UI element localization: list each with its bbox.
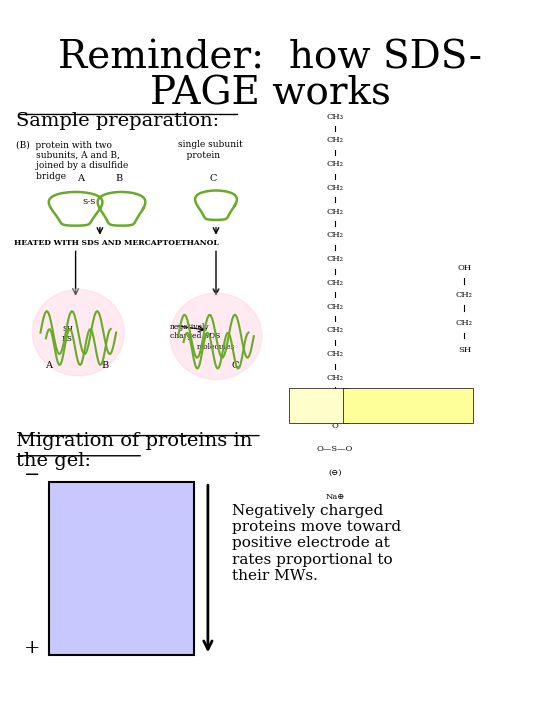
Text: Sample preparation:: Sample preparation: — [16, 112, 219, 130]
Text: HS: HS — [62, 335, 73, 343]
Text: CH₂: CH₂ — [456, 291, 473, 300]
Text: O: O — [332, 421, 338, 430]
Text: CH₂: CH₂ — [326, 302, 343, 311]
Text: single subunit
   protein: single subunit protein — [178, 140, 243, 160]
Text: the gel:: the gel: — [16, 452, 91, 470]
Text: CH₂: CH₂ — [326, 160, 343, 168]
Text: B: B — [115, 174, 123, 183]
Text: CH₂: CH₂ — [326, 255, 343, 264]
Text: PAGE works: PAGE works — [150, 76, 390, 112]
Text: CH₂: CH₂ — [326, 231, 343, 240]
FancyBboxPatch shape — [289, 388, 348, 423]
Text: Na⊕: Na⊕ — [325, 492, 345, 501]
Text: CH₂: CH₂ — [326, 350, 343, 359]
FancyBboxPatch shape — [343, 388, 472, 423]
Text: negatively
charged SDS: negatively charged SDS — [170, 323, 220, 340]
Text: C: C — [231, 361, 239, 370]
Text: CH₂: CH₂ — [326, 207, 343, 216]
Text: SH: SH — [62, 325, 73, 333]
Text: CH₂: CH₂ — [326, 374, 343, 382]
Text: A: A — [45, 361, 52, 370]
Text: −: − — [24, 467, 40, 484]
Text: +: + — [24, 639, 40, 657]
Ellipse shape — [32, 289, 124, 376]
Text: CH₂: CH₂ — [456, 318, 473, 327]
Text: CH₂: CH₂ — [326, 326, 343, 335]
Text: C: C — [210, 174, 217, 183]
Text: S-S: S-S — [83, 198, 96, 206]
Text: CH₃: CH₃ — [326, 112, 343, 121]
Ellipse shape — [170, 293, 262, 379]
Text: molecules: molecules — [197, 343, 235, 351]
Text: A: A — [78, 174, 84, 183]
Text: Migration of proteins in: Migration of proteins in — [16, 432, 253, 450]
Text: CH₂: CH₂ — [326, 397, 343, 406]
Text: Reminder:  how SDS-: Reminder: how SDS- — [58, 40, 482, 76]
Text: HEATED WITH SDS AND MERCAPTOETHANOL: HEATED WITH SDS AND MERCAPTOETHANOL — [14, 239, 218, 247]
Text: O—S—O: O—S—O — [316, 445, 353, 454]
Bar — [49, 482, 194, 655]
Text: SH: SH — [458, 346, 471, 354]
Text: CH₂: CH₂ — [326, 279, 343, 287]
Text: OH: OH — [457, 264, 471, 272]
Text: (⊖): (⊖) — [328, 469, 342, 477]
Text: B: B — [102, 361, 109, 370]
Text: SDS: SDS — [308, 401, 329, 410]
Text: CH₂: CH₂ — [326, 184, 343, 192]
Text: β-mercaptoethanol: β-mercaptoethanol — [361, 401, 454, 410]
Text: CH₂: CH₂ — [326, 136, 343, 145]
Text: (B)  protein with two
       subunits, A and B,
       joined by a disulfide
   : (B) protein with two subunits, A and B, … — [16, 140, 129, 181]
Text: Negatively charged
proteins move toward
positive electrode at
rates proportional: Negatively charged proteins move toward … — [232, 504, 401, 582]
